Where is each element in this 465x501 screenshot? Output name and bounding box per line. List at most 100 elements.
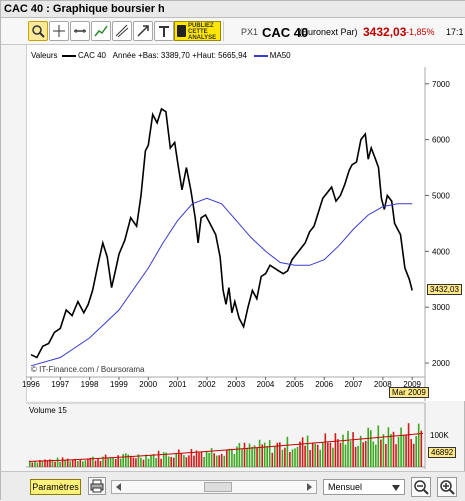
volume-bar xyxy=(127,454,130,467)
x-tick-label: 2002 xyxy=(198,380,216,389)
volume-bar xyxy=(246,447,248,467)
volume-bar xyxy=(387,427,390,467)
print-button[interactable] xyxy=(88,477,106,495)
volume-bar xyxy=(407,423,410,467)
arrow-tool-button[interactable] xyxy=(133,21,153,41)
volume-bar xyxy=(291,449,294,467)
volume-bar xyxy=(309,450,311,467)
volume-bar xyxy=(61,457,64,467)
volume-bar xyxy=(185,457,188,467)
y-tick-label: 4000 xyxy=(432,247,450,256)
volume-bar xyxy=(344,444,347,467)
instrument-code: PX1 xyxy=(241,27,259,37)
volume-bar xyxy=(316,444,319,467)
volume-bar xyxy=(155,458,157,467)
volume-bar xyxy=(296,446,299,467)
volume-bar xyxy=(258,439,261,467)
x-tick-label: 2003 xyxy=(227,380,245,389)
chart-area[interactable] xyxy=(26,45,465,401)
volume-bar xyxy=(180,453,183,467)
volume-bar xyxy=(243,442,246,467)
ma50-line xyxy=(30,197,413,367)
price-line xyxy=(30,107,413,359)
volume-bar xyxy=(205,451,208,467)
volume-bar xyxy=(160,458,162,467)
volume-bar xyxy=(79,459,82,467)
volume-bar xyxy=(354,447,357,467)
volume-bar xyxy=(329,442,332,467)
crosshair-tool-button[interactable] xyxy=(49,21,69,41)
horizontal-line-tool-button[interactable] xyxy=(70,21,90,41)
volume-bar xyxy=(114,458,117,467)
zoom-in-button[interactable] xyxy=(437,477,457,497)
scroll-thumb[interactable] xyxy=(204,482,232,492)
volume-bar xyxy=(362,442,364,467)
volume-bar xyxy=(367,427,369,467)
zoom-in-icon xyxy=(440,480,455,495)
printer-icon xyxy=(90,479,104,493)
volume-bar xyxy=(218,455,220,467)
volume-bar xyxy=(319,449,321,467)
volume-bar xyxy=(339,442,342,467)
volume-bar xyxy=(284,447,286,467)
volume-bar xyxy=(77,461,79,467)
volume-bar xyxy=(263,442,266,467)
y-tick-label: 6000 xyxy=(432,136,450,145)
x-tick-label: 2001 xyxy=(169,380,187,389)
text-tool-button[interactable] xyxy=(154,21,174,41)
volume-bar xyxy=(223,455,226,467)
volume-bar xyxy=(276,442,279,467)
x-tick-label: 2007 xyxy=(345,380,363,389)
volume-bar xyxy=(306,435,309,467)
volume-bar xyxy=(294,448,296,467)
volume-bar xyxy=(109,457,112,467)
volume-bar xyxy=(301,437,304,467)
trendline-tool-button[interactable] xyxy=(91,21,111,41)
text-tool-icon xyxy=(159,26,169,37)
price-marker: 3432,03 xyxy=(427,284,462,296)
volume-bar xyxy=(281,449,284,467)
x-tick-label: 1999 xyxy=(110,380,128,389)
volume-bar xyxy=(34,460,36,467)
volume-bar xyxy=(193,455,195,467)
volume-bar xyxy=(99,461,102,467)
volume-bar xyxy=(41,461,44,467)
volume-bar xyxy=(220,453,223,467)
volume-bar xyxy=(173,457,175,467)
x-tick-label: 2006 xyxy=(315,380,333,389)
volume-bar xyxy=(412,443,415,467)
volume-bar xyxy=(59,461,61,467)
volume-bar xyxy=(119,458,122,467)
volume-bar xyxy=(39,460,41,467)
legend-title: Valeurs xyxy=(31,51,58,60)
volume-bar xyxy=(397,436,400,467)
volume-bar xyxy=(364,441,367,467)
volume-bar xyxy=(150,455,152,467)
channel-tool-button[interactable] xyxy=(112,21,132,41)
zoom-out-button[interactable] xyxy=(411,477,431,497)
footer-bar: Paramètres Mensuel xyxy=(1,471,465,501)
promo-line-3: ANALYSE xyxy=(188,35,217,41)
publish-analysis-button[interactable]: PUBLIEZ CETTE ANALYSE xyxy=(174,21,221,41)
volume-bar xyxy=(56,457,59,467)
period-select[interactable]: Mensuel xyxy=(323,479,405,495)
volume-bar xyxy=(238,443,241,467)
volume-bar xyxy=(112,457,114,467)
price-chart[interactable]: 2000 3000 4000 5000 6000 7000 1996 1997 1998 1999… xyxy=(1,1,465,471)
legend-swatch-ma xyxy=(253,54,268,57)
volume-bar xyxy=(380,439,382,467)
volume-bar xyxy=(157,450,160,467)
price-change: -1,85% xyxy=(406,27,435,37)
volume-bar xyxy=(375,444,377,467)
zoom-tool-button[interactable] xyxy=(28,21,48,41)
legend-swatch-price xyxy=(61,54,76,57)
volume-bar xyxy=(87,458,89,467)
x-tick-label: 2004 xyxy=(257,380,275,389)
parameters-button[interactable]: Paramètres xyxy=(30,479,81,495)
volume-bar xyxy=(236,446,238,467)
volume-bar xyxy=(74,458,77,467)
volume-bar xyxy=(183,455,185,467)
time-scrollbar[interactable] xyxy=(111,480,317,494)
volume-tick: 100K xyxy=(430,431,449,440)
toolbar: PUBLIEZ CETTE ANALYSE PX1 CAC 40 (Eurone… xyxy=(1,18,465,45)
